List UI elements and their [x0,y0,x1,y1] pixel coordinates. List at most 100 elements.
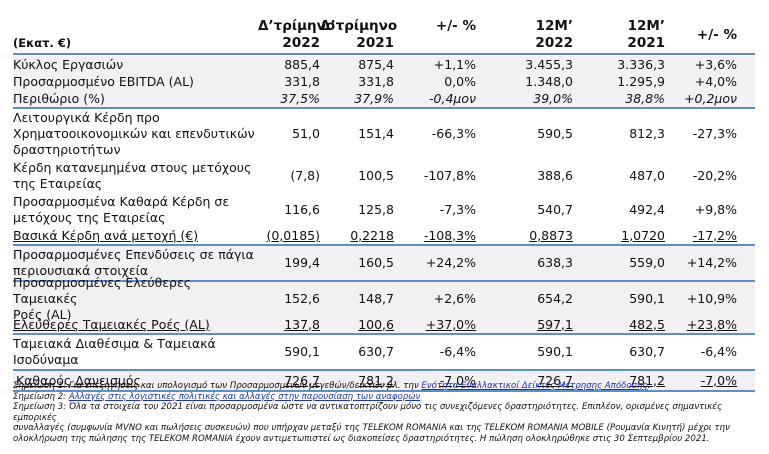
value-12m-2021: 1.295,9 [617,73,665,89]
value-12m-2022: 638,3 [537,255,573,270]
footnote-3: Σημείωση 3: Όλα τα στοιχεία του 2021 είν… [13,402,730,444]
value-q4-2021: 100,6 [358,316,394,332]
value-12m-2022: 590,5 [537,126,573,141]
row-label: Προσαρμοσμένες Ελεύθερες Ταμειακές Ροές … [13,275,192,322]
table-row: Βασικά Κέρδη ανά μετοχή (€) (0,0185) 0,2… [13,227,755,246]
value-q4-2021: 37,9% [354,90,394,106]
accounting-policies-link[interactable]: Αλλαγές στις λογιστικές πολιτικές και αλ… [68,391,421,402]
value-12m-2021: 559,0 [629,255,665,270]
value-q4-2022: 590,1 [284,344,320,359]
value-12m-change: -17,2% [692,227,737,243]
table-row: Κύκλος Εργασιών 885,4 875,4 +1,1% 3.455,… [13,56,755,73]
value-12m-2021: 781,2 [629,372,665,388]
value-12m-2022: 590,1 [537,344,573,359]
value-q4-2022: (0,0185) [266,227,321,243]
value-12m-2022: 0,8873 [529,227,573,243]
value-q4-2021: 125,8 [358,202,394,217]
table-row: Περιθώριο (%) 37,5% 37,9% -0,4μον 39,0% … [13,90,755,109]
value-12m-2021: 590,1 [629,291,665,306]
value-12m-2022: 597,1 [537,316,573,332]
row-label: Ελεύθερες Ταμειακές Ροές (AL) [13,316,210,332]
value-q4-2022: 885,4 [284,56,320,72]
value-q-change: 0,0% [444,73,476,89]
table-row: Ταμειακά Διαθέσιμα & Ταμειακά Ισοδύναμα … [13,335,755,371]
value-12m-2021: 492,4 [629,202,665,217]
value-q-change: +2,6% [433,291,476,306]
value-12m-2022: 3.455,3 [525,56,573,72]
value-q-change: -0,4μον [429,90,476,106]
value-q-change: -107,8% [423,168,476,183]
apm-section-link[interactable]: Ενότητα Εναλλακτικοί Δείκτες Μέτρησης Απ… [421,381,648,391]
row-label: Προσαρμοσμένες Επενδύσεις σε πάγια περιο… [13,247,254,278]
value-q4-2022: (7,8) [290,168,320,183]
value-12m-2022: 726,7 [537,372,573,388]
value-12m-2022: 39,0% [533,90,573,106]
row-label: Καθαρός Δανεισμός [16,372,141,388]
column-header-12m-2022: 12M’ 2022 [535,18,573,51]
column-header-q4-2022: Δ’τρίμηνο 2022 [258,18,336,51]
value-q4-2022: 152,6 [284,291,320,306]
value-q4-2021: 148,7 [358,291,394,306]
value-q-change: -6,4% [439,344,476,359]
financial-results-table: (Εκατ. €) Δ’τρίμηνο 2022 Δ’τρίμηνο 2021 … [13,18,755,392]
value-q4-2022: 726,7 [284,372,320,388]
row-label: Περιθώριο (%) [13,90,105,106]
table-row: Ελεύθερες Ταμειακές Ροές (AL) 137,8 100,… [13,316,755,335]
row-label: Προσαρμοσμένα Καθαρά Κέρδη σε μετόχους τ… [13,194,230,225]
value-12m-change: -27,3% [692,126,737,141]
table-row: Προσαρμοσμένο EBITDA (AL) 331,8 331,8 0,… [13,73,755,90]
value-q4-2021: 331,8 [358,73,394,89]
value-12m-2022: 1.348,0 [525,73,573,89]
value-12m-2022: 540,7 [537,202,573,217]
table-row: Λειτουργικά Κέρδη προ Χρηματοοικονομικών… [13,109,755,159]
value-q4-2021: 100,5 [358,168,394,183]
value-12m-change: -20,2% [692,168,737,183]
value-12m-2021: 487,0 [629,168,665,183]
value-q-change: +1,1% [433,56,476,72]
value-q4-2022: 137,8 [284,316,320,332]
value-12m-2021: 38,8% [625,90,665,106]
value-12m-2022: 388,6 [537,168,573,183]
value-12m-2021: 630,7 [629,344,665,359]
row-label: Ταμειακά Διαθέσιμα & Ταμειακά Ισοδύναμα [13,336,216,367]
column-header-12m-2021: 12M’ 2021 [627,18,665,51]
value-q4-2021: 151,4 [358,126,394,141]
value-q-change: -66,3% [431,126,476,141]
value-12m-2021: 812,3 [629,126,665,141]
value-12m-change: -6,4% [700,344,737,359]
row-label: Προσαρμοσμένο EBITDA (AL) [13,73,194,89]
value-12m-change: +4,0% [694,73,737,89]
value-q-change: +37,0% [425,316,476,332]
value-q4-2022: 331,8 [284,73,320,89]
table-row: Προσαρμοσμένες Ελεύθερες Ταμειακές Ροές … [13,275,755,322]
row-label: Λειτουργικά Κέρδη προ Χρηματοοικονομικών… [13,110,255,157]
unit-label: (Εκατ. €) [13,36,72,50]
value-12m-change: +14,2% [686,255,737,270]
value-q-change: -7,3% [439,202,476,217]
value-q4-2022: 116,6 [284,202,320,217]
value-12m-change: +3,6% [694,56,737,72]
table-row: Προσαρμοσμένα Καθαρά Κέρδη σε μετόχους τ… [13,193,755,227]
column-header-q-change: +/- % [435,18,476,34]
table-row: Προσαρμοσμένες Επενδύσεις σε πάγια περιο… [13,246,755,282]
value-q4-2021: 0,2218 [350,227,394,243]
footnote-1: Σημείωση 1: Για επεξηγήσεις και υπολογισ… [13,381,651,391]
value-12m-2021: 3.336,3 [617,56,665,72]
footnotes: Σημείωση 1: Για επεξηγήσεις και υπολογισ… [13,381,758,445]
value-12m-change: +9,8% [694,202,737,217]
value-q4-2022: 199,4 [284,255,320,270]
value-q4-2021: 630,7 [358,344,394,359]
value-12m-change: -7,0% [700,372,737,388]
value-q4-2022: 51,0 [292,126,320,141]
table-row: Καθαρός Δανεισμός 726,7 781,2 -7,0% 726,… [13,371,755,392]
value-12m-2022: 654,2 [537,291,573,306]
footnote-2: Σημείωση 2: Αλλαγές στις λογιστικές πολι… [13,391,421,402]
table-header: (Εκατ. €) Δ’τρίμηνο 2022 Δ’τρίμηνο 2021 … [13,18,755,55]
value-q-change: +24,2% [425,255,476,270]
row-label: Κέρδη κατανεμημένα στους μετόχους της Ετ… [13,160,252,191]
value-12m-change: +23,8% [686,316,737,332]
table-row: Κέρδη κατανεμημένα στους μετόχους της Ετ… [13,159,755,193]
value-q4-2021: 781,2 [358,372,394,388]
row-label: Βασικά Κέρδη ανά μετοχή (€) [13,227,199,243]
value-q4-2022: 37,5% [280,90,320,106]
